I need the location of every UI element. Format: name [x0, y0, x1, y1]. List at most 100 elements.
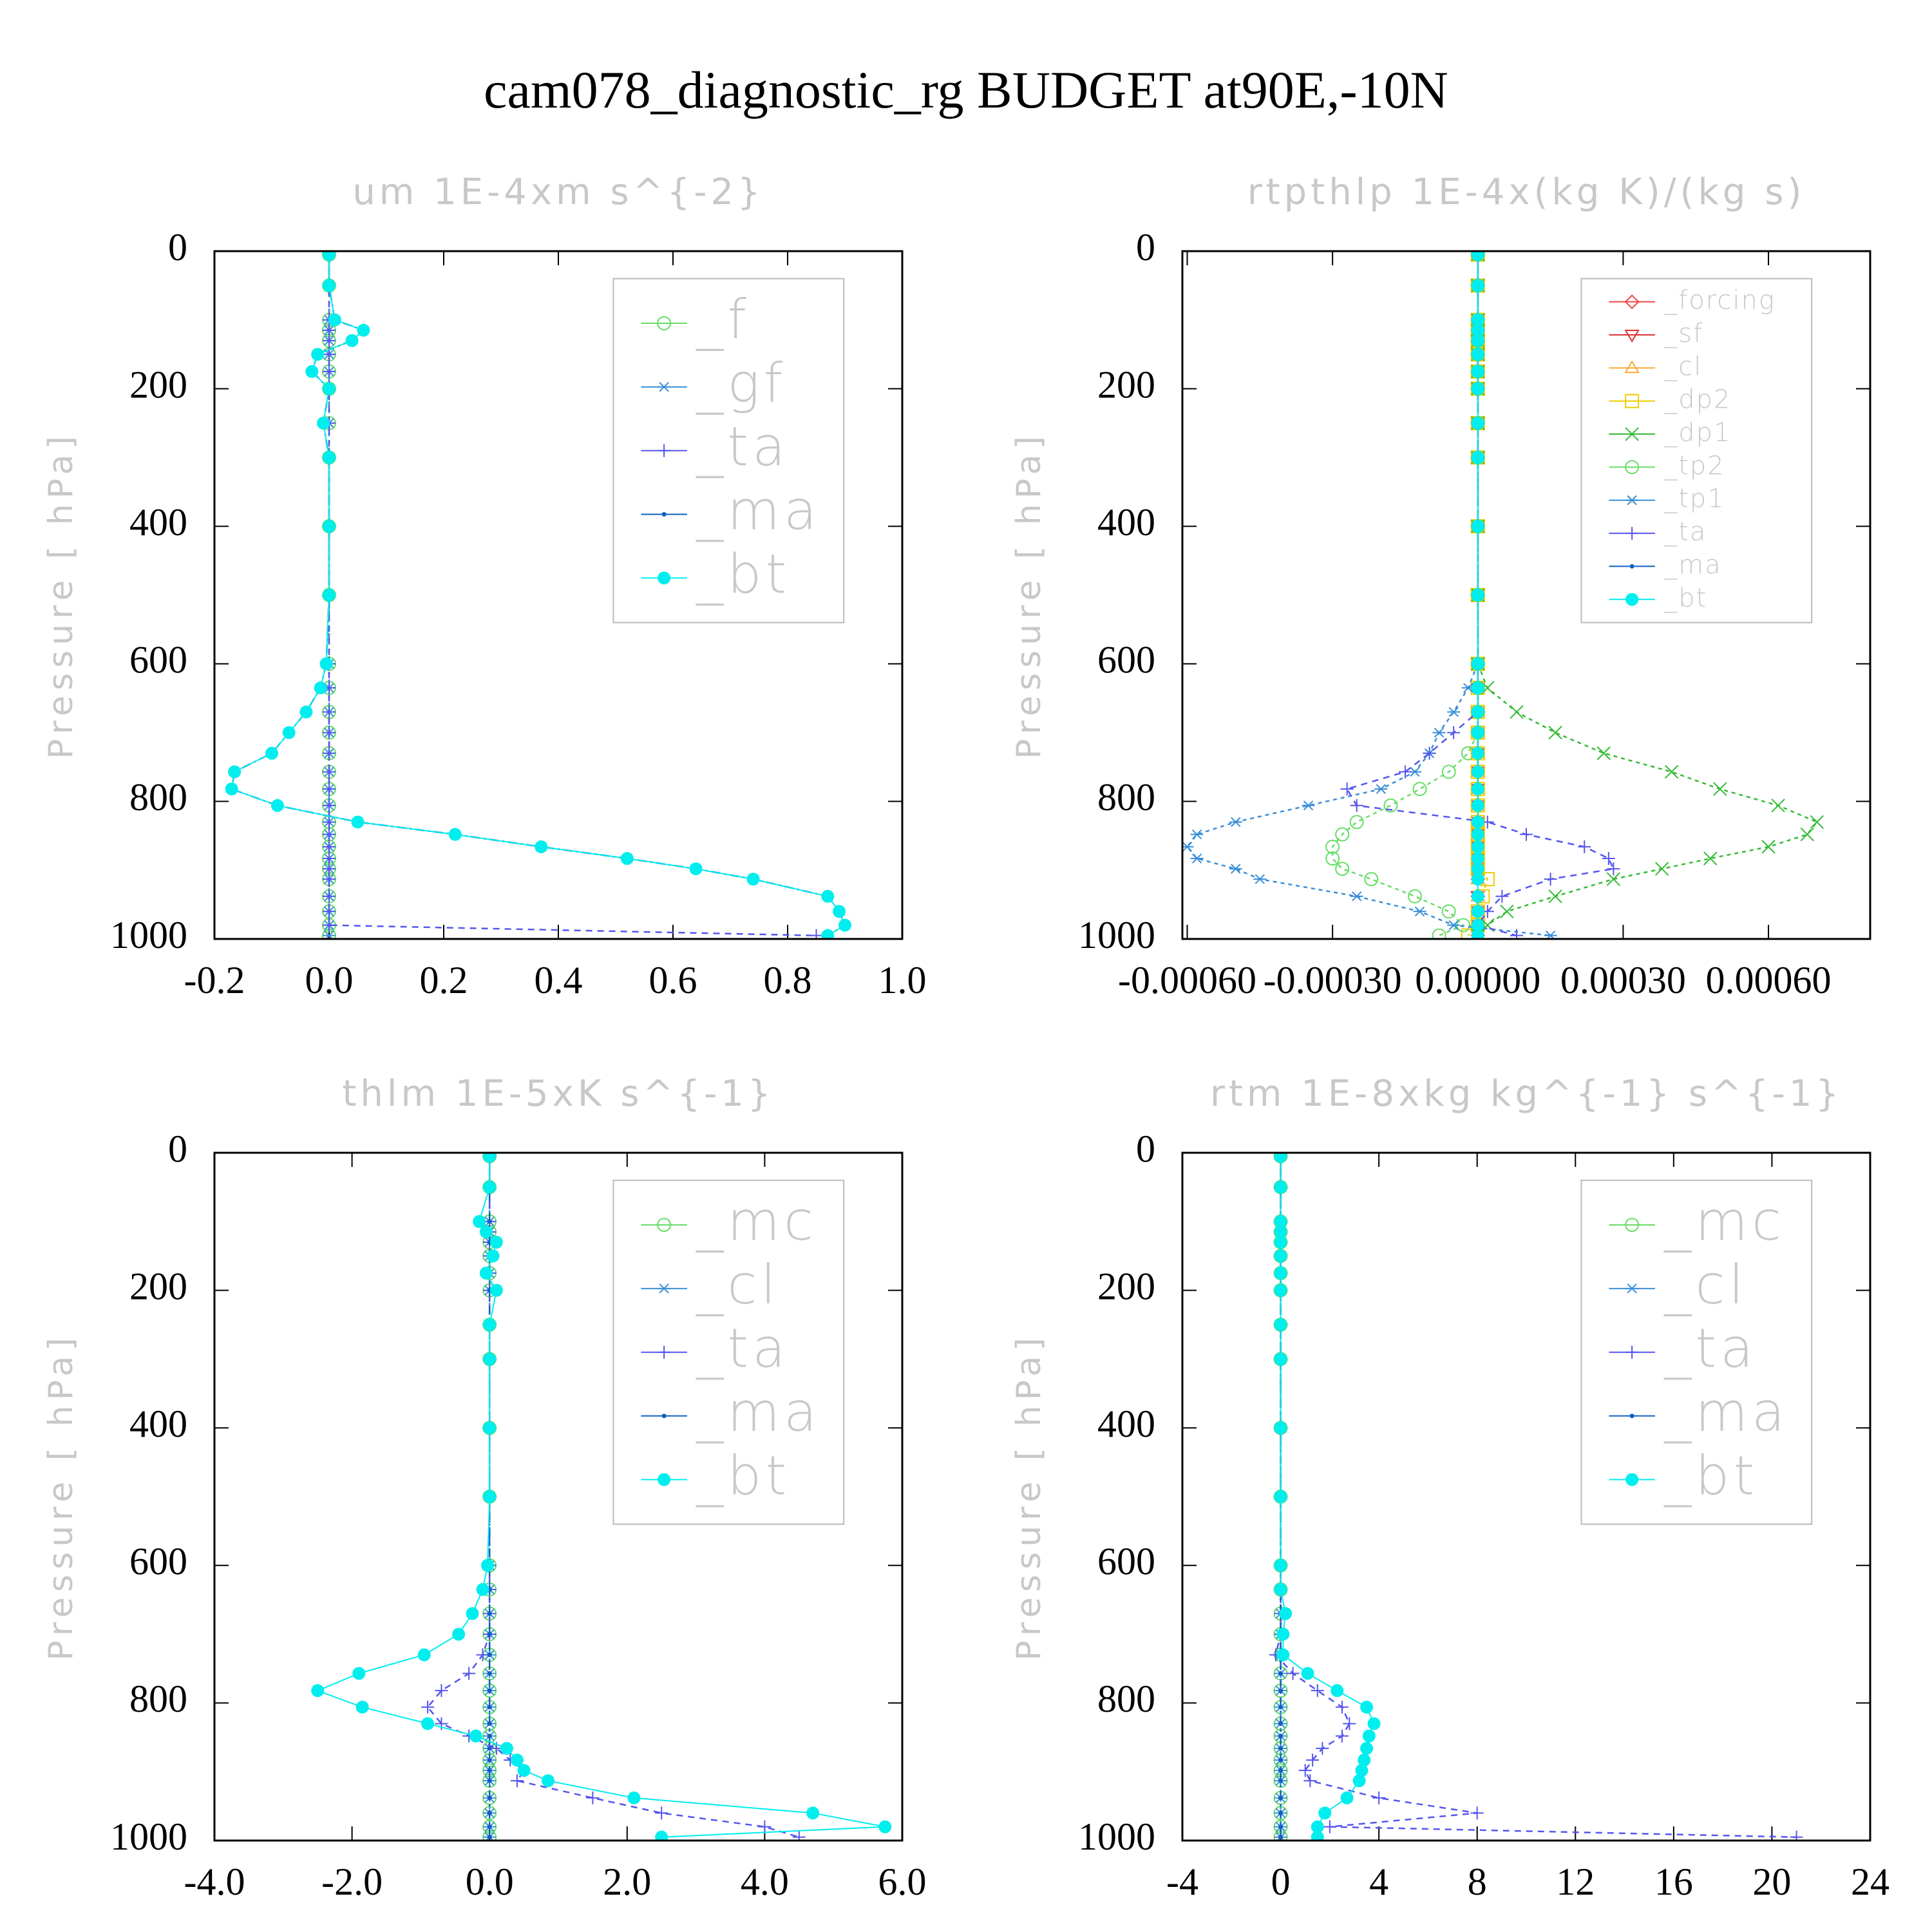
data-point: [305, 365, 319, 378]
x-tick-label: 24: [1851, 1861, 1889, 1903]
legend-marker: [1624, 294, 1640, 310]
data-point: [1316, 1741, 1329, 1755]
series-line: [1280, 1156, 1375, 1837]
x-tick-label: -0.00030: [1264, 959, 1402, 1001]
data-point: [466, 1607, 479, 1620]
x-tick-label: 4.0: [741, 1861, 789, 1903]
data-point: [1278, 1795, 1283, 1801]
series-line: [316, 1156, 886, 1838]
data-point: [1274, 1558, 1287, 1572]
plot-area: [1182, 251, 1824, 939]
data-point: [1278, 1835, 1283, 1840]
x-tick-label: 0.0: [305, 959, 354, 1001]
data-point: [1510, 705, 1524, 719]
data-point: [323, 828, 336, 841]
legend-marker: [1625, 1473, 1639, 1486]
legend-label: _ma: [696, 479, 820, 542]
data-point: [1413, 906, 1426, 916]
x-tick-label: 0: [1271, 1861, 1291, 1903]
legend-label: _gf: [696, 352, 786, 415]
data-point: [1500, 904, 1514, 918]
data-point: [1335, 827, 1350, 842]
data-point: [1276, 1648, 1290, 1662]
data-point: [1278, 1688, 1283, 1693]
data-point: [1713, 782, 1727, 796]
data-point: [448, 828, 462, 841]
data-point: [487, 1824, 492, 1830]
data-point: [1790, 1830, 1803, 1841]
data-point: [1335, 1700, 1349, 1714]
panel-title: thlm 1E-5xK s^{-1}: [342, 1073, 774, 1115]
data-point: [1398, 765, 1412, 779]
data-point: [1190, 853, 1204, 864]
y-tick-label: 800: [129, 776, 187, 819]
legend-label: _bt: [1663, 1444, 1758, 1507]
plot-frame: [1181, 250, 1871, 940]
data-point: [1447, 726, 1461, 739]
x-tick-label: 6.0: [878, 1861, 927, 1903]
data-point: [1325, 839, 1340, 854]
data-point: [1274, 1318, 1287, 1331]
data-point: [1274, 1352, 1287, 1366]
data-point: [1279, 1607, 1293, 1620]
legend-box: [1580, 278, 1813, 623]
data-point: [1471, 765, 1484, 779]
data-point: [1367, 1717, 1381, 1730]
legend-marker: [1624, 360, 1640, 374]
data-point: [323, 815, 336, 829]
legend-marker: [1625, 393, 1640, 408]
x-tick-label: -0.00060: [1118, 959, 1256, 1001]
data-point: [1471, 929, 1484, 939]
data-point: [323, 382, 336, 395]
data-point: [1190, 829, 1204, 840]
data-point: [1471, 382, 1484, 395]
data-point: [323, 746, 336, 760]
data-point: [225, 782, 238, 796]
data-point: [541, 1774, 554, 1788]
y-tick-label: 400: [1097, 501, 1155, 544]
data-point: [1471, 862, 1484, 876]
data-point: [1441, 904, 1456, 919]
data-point: [483, 1490, 497, 1503]
data-point: [1374, 784, 1388, 794]
x-tick-label: 2.0: [603, 1861, 651, 1903]
data-point: [469, 1729, 482, 1743]
data-point: [489, 1235, 503, 1249]
data-point: [1303, 1774, 1317, 1788]
data-point: [1229, 864, 1242, 874]
data-point: [487, 1810, 492, 1815]
data-point: [1654, 862, 1669, 876]
series-line: [1186, 254, 1551, 936]
x-tick-label: 0.8: [764, 959, 812, 1001]
data-point: [480, 1558, 494, 1572]
legend-label: _ta: [696, 415, 789, 478]
y-axis-label: Pressure [ hPa]: [1010, 1332, 1048, 1661]
y-axis-label: Pressure [ hPa]: [42, 1332, 80, 1661]
y-tick-label: 200: [1097, 363, 1155, 406]
legend-label: _bt: [1663, 583, 1707, 613]
x-tick-label: 0.2: [420, 959, 468, 1001]
data-point: [323, 782, 336, 796]
legend-box: [612, 278, 845, 623]
data-point: [1471, 918, 1484, 932]
data-point: [1471, 365, 1484, 378]
series-line: [1331, 254, 1479, 936]
panel: um 1E-4xm s^{-2} Pressure [ hPa] 0 200 400 60…: [42, 171, 927, 1001]
data-point: [486, 1249, 500, 1263]
legend-marker: [1629, 1414, 1634, 1419]
data-point: [1471, 840, 1484, 853]
legend-label: _cl: [1663, 352, 1702, 381]
plot-area: [311, 1153, 892, 1841]
data-point: [435, 1684, 448, 1698]
data-point: [1360, 1741, 1374, 1755]
data-point: [1761, 840, 1776, 854]
y-tick-label: 800: [129, 1678, 187, 1720]
legend-label: _mc: [696, 1189, 817, 1253]
x-tick-label: 0.00060: [1706, 959, 1832, 1001]
data-point: [487, 1219, 492, 1224]
data-point: [345, 334, 359, 347]
y-tick-label: 400: [129, 501, 187, 544]
data-point: [792, 1830, 806, 1841]
legend-label: _ta: [1663, 1317, 1757, 1380]
data-point: [319, 657, 333, 670]
